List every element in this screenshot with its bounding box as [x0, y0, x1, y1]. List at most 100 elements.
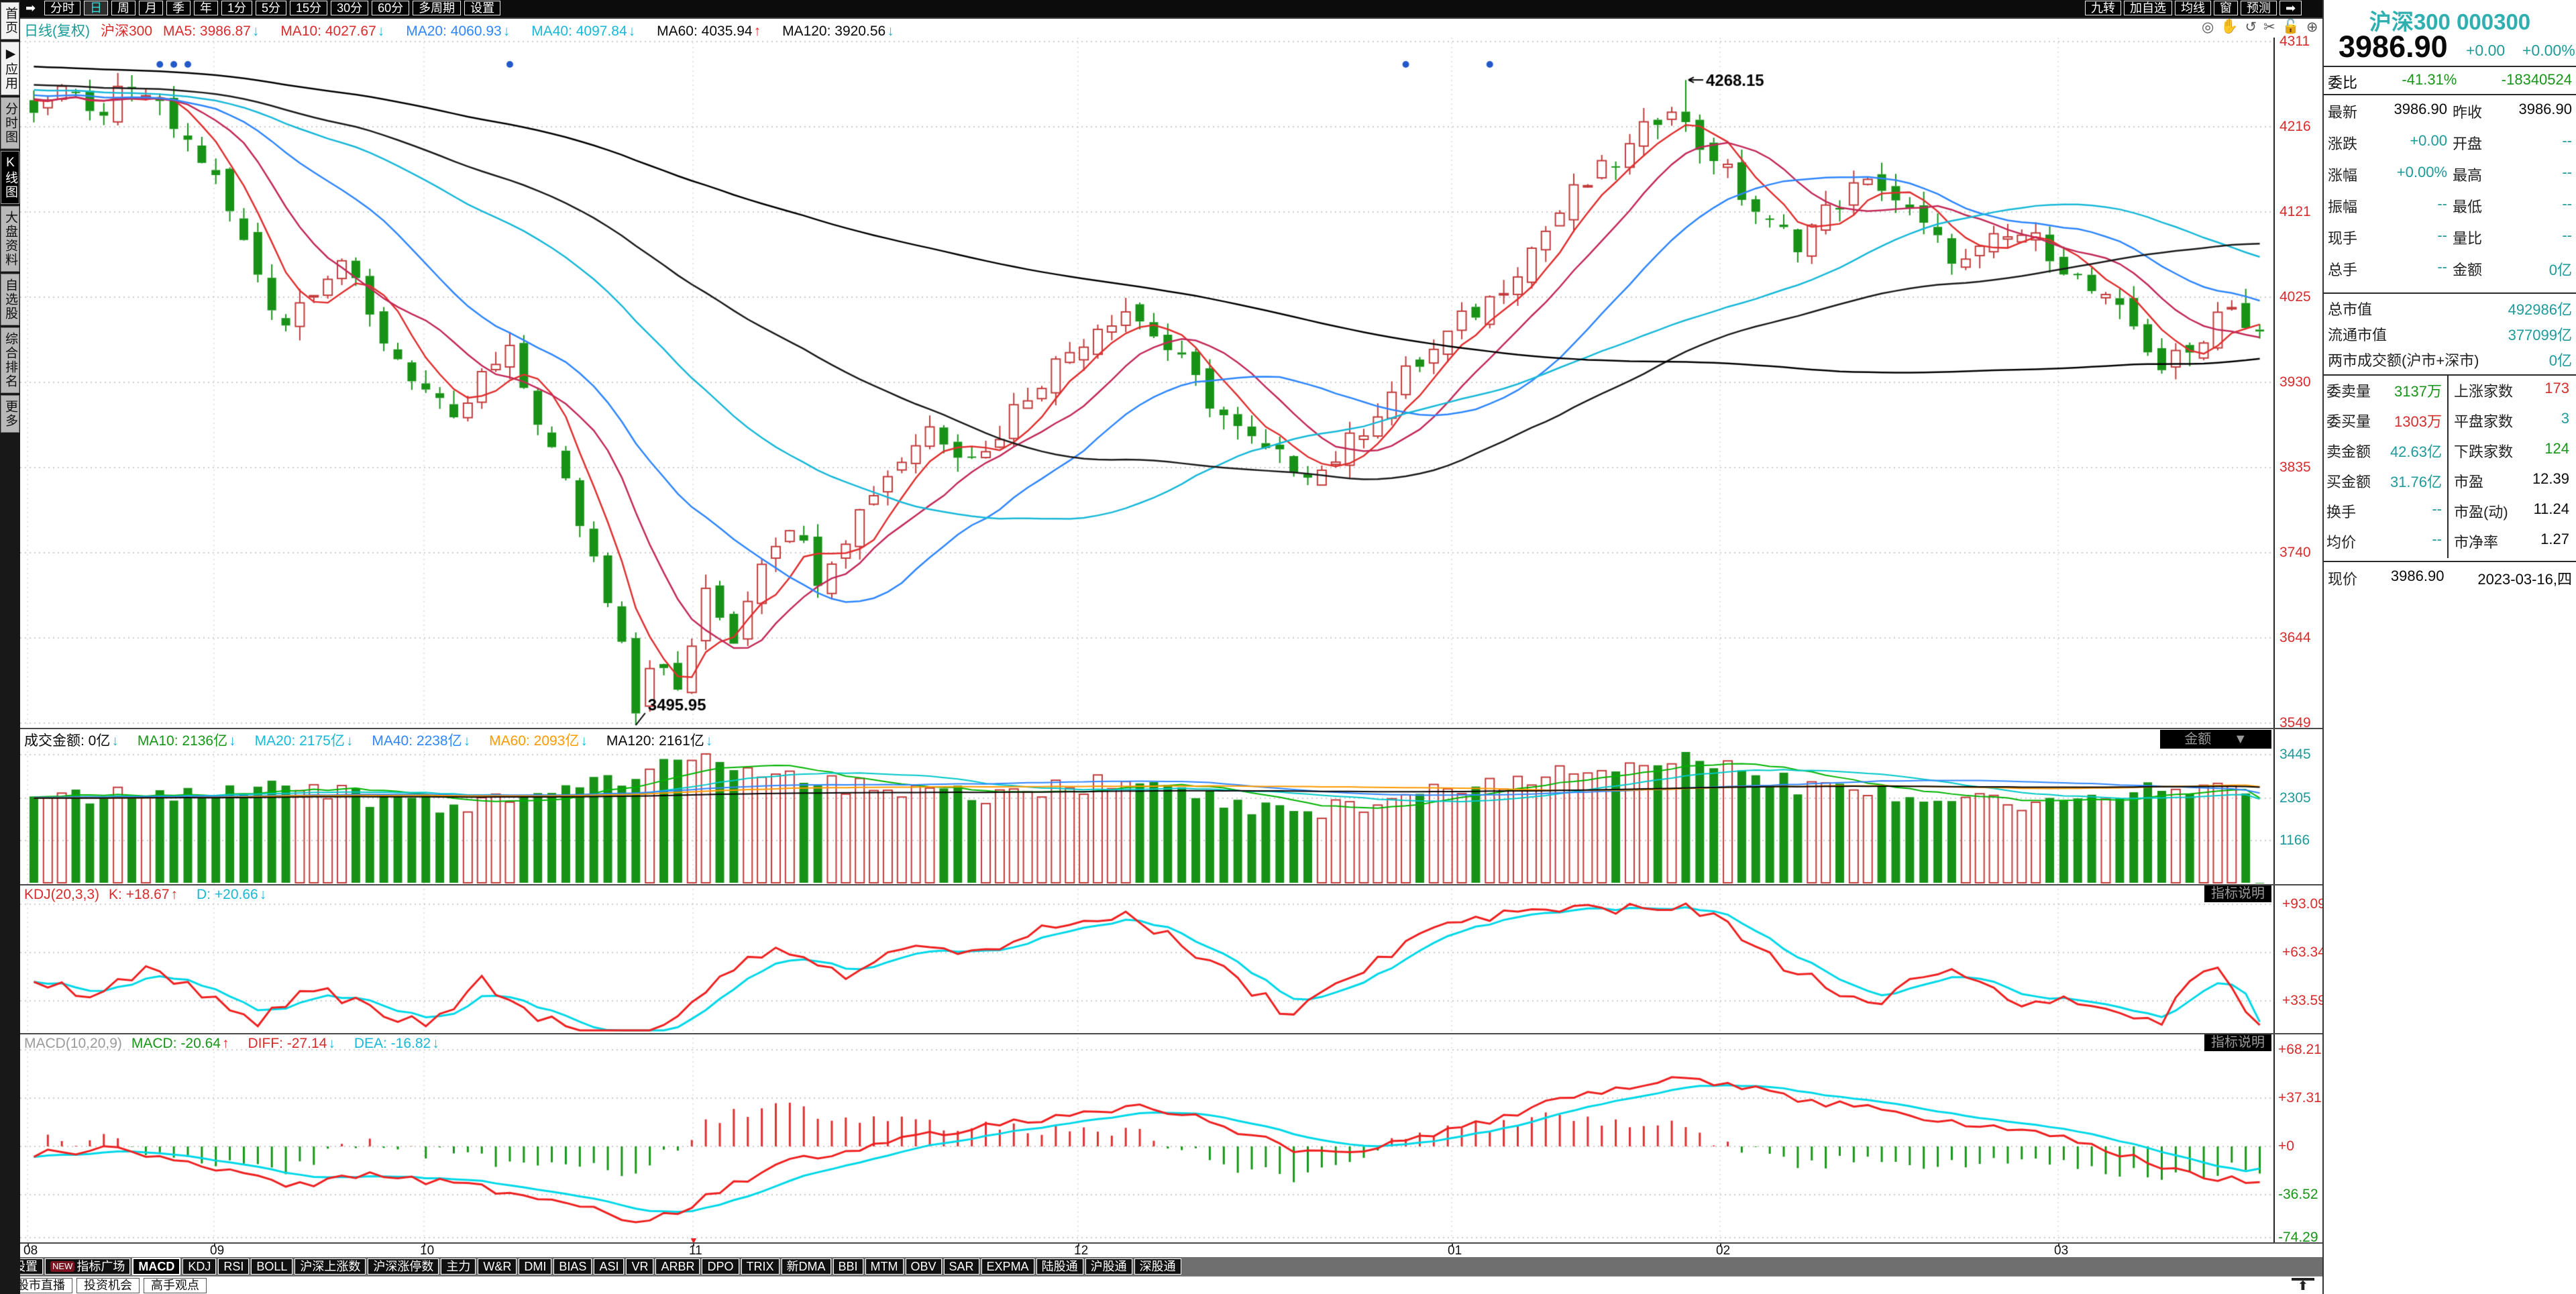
tool-加自选[interactable]: 加自选 — [2124, 1, 2172, 15]
weibi-field: -18340524 — [2501, 71, 2572, 88]
indicator-tab-BIAS[interactable]: BIAS — [553, 1258, 592, 1275]
indicator-tab-ARBR[interactable]: ARBR — [655, 1258, 700, 1275]
indicator-tab-指标广场[interactable]: NEW 指标广场 — [45, 1258, 131, 1275]
period-30分[interactable]: 30分 — [331, 1, 369, 15]
sidebar-item-分时图[interactable]: 分时图 — [1, 97, 19, 149]
indicator-tab-SAR[interactable]: SAR — [943, 1258, 979, 1275]
indicator-tab-沪股通[interactable]: 沪股通 — [1085, 1258, 1132, 1275]
stat-row: 市盈 12.39 — [2454, 470, 2569, 492]
macd-help-button[interactable]: 指标说明 — [2204, 1034, 2271, 1051]
subtab-高手观点[interactable]: 高手观点 — [144, 1278, 207, 1293]
period-多周期[interactable]: 多周期 — [413, 1, 462, 15]
indicator-tab-TRIX[interactable]: TRIX — [741, 1258, 780, 1275]
macd-chart-canvas[interactable] — [20, 1033, 2274, 1242]
price-axis-tick: 3644 — [2279, 630, 2311, 645]
trend-arrow-icon: ↓ — [328, 1036, 335, 1051]
indicator-tab-W&R[interactable]: W&R — [478, 1258, 517, 1275]
kdj-help-button[interactable]: 指标说明 — [2204, 885, 2271, 902]
tool-预测[interactable]: 预测 — [2241, 1, 2277, 15]
current-price-field: 3986.90 — [2390, 568, 2445, 584]
hand-icon[interactable]: ✋ — [2220, 19, 2239, 34]
indicator-tab-沪深涨停数[interactable]: 沪深涨停数 — [368, 1258, 439, 1275]
price-header-segment: MA60: 4035.94↑ — [657, 23, 761, 39]
toolbar-collapse-icon[interactable]: ➡ — [25, 1, 36, 15]
indicator-tab-label: 深股通 — [1139, 1260, 1176, 1273]
indicator-tab-ASI[interactable]: ASI — [594, 1258, 625, 1275]
indicator-tab-MTM[interactable]: MTM — [865, 1258, 904, 1275]
date-tick-mark — [2058, 1242, 2059, 1246]
stat-value: 31.76亿 — [2390, 474, 2442, 490]
period-日[interactable]: 日 — [84, 1, 108, 15]
period-分时[interactable]: 分时 — [44, 1, 80, 15]
sidebar-item-更多[interactable]: 更多 — [1, 395, 19, 433]
indicator-tab-MACD[interactable]: MACD — [132, 1258, 181, 1275]
indicator-tab-label: W&R — [483, 1260, 512, 1273]
indicator-tab-BOLL[interactable]: BOLL — [251, 1258, 293, 1275]
sidebar-item-综合排名[interactable]: 综合排名 — [1, 327, 19, 393]
period-年[interactable]: 年 — [194, 1, 218, 15]
weibi-field: -41.31% — [2402, 71, 2457, 88]
period-buttons: 分时日周月季年 1分 5分 15分 30分 60分 多周期 设置 — [44, 1, 501, 15]
lock-icon[interactable]: 🔓 — [2282, 19, 2300, 34]
zoom-in-icon[interactable]: ⊕ — [2306, 19, 2318, 35]
indicator-tab-沪深上涨数[interactable]: 沪深上涨数 — [294, 1258, 366, 1275]
tool-➡[interactable]: ➡ — [2279, 1, 2302, 15]
indicator-tab-KDJ[interactable]: KDJ — [182, 1258, 217, 1275]
period-设置[interactable]: 设置 — [464, 1, 501, 15]
date-label: 01 — [1448, 1244, 1462, 1258]
period-15分[interactable]: 15分 — [290, 1, 328, 15]
sidebar-item-首页[interactable]: 首页 — [1, 2, 19, 40]
kdj-header-segment: D: +20.66↓ — [197, 887, 267, 902]
indicator-tab-OBV[interactable]: OBV — [905, 1258, 942, 1275]
indicator-tab-VR[interactable]: VR — [626, 1258, 654, 1275]
price-header-segment: MA20: 4060.93↓ — [406, 23, 511, 39]
period-季[interactable]: 季 — [166, 1, 191, 15]
indicator-tab-BBI[interactable]: BBI — [833, 1258, 863, 1275]
date-tick-mark — [693, 1242, 694, 1246]
quote-cell: 涨幅 +0.00% — [2328, 164, 2447, 185]
date-label: 02 — [1716, 1244, 1731, 1258]
indicator-tab-深股通[interactable]: 深股通 — [1134, 1258, 1181, 1275]
tool-窗[interactable]: 窗 — [2214, 1, 2238, 15]
sidebar-item-K线图[interactable]: K线图 — [1, 151, 19, 204]
quote-row: 涨幅 +0.00% 最高 -- — [2328, 164, 2572, 185]
view-icon[interactable]: ◎ — [2202, 19, 2214, 35]
indicator-tab-DMI[interactable]: DMI — [519, 1258, 552, 1275]
indicator-tab-DPO[interactable]: DPO — [702, 1258, 739, 1275]
date-axis: 08 09 10 11 12 01 02 03 ▼ — [20, 1235, 2274, 1258]
subtab-股市直播[interactable]: 股市直播 — [9, 1278, 72, 1293]
sidebar-item-▶应用[interactable]: ▶应用 — [1, 42, 19, 95]
quote-label: 最高 — [2453, 167, 2483, 184]
period-1分[interactable]: 1分 — [221, 1, 253, 15]
price-header-segment: MA10: 4027.67↓ — [280, 23, 385, 39]
indicator-tab-RSI[interactable]: RSI — [218, 1258, 250, 1275]
undo-icon[interactable]: ↺ — [2245, 19, 2257, 35]
divider — [2324, 292, 2576, 294]
cap-row: 两市成交额(沪市+深市) 0亿 — [2328, 349, 2572, 370]
sidebar-item-自选股[interactable]: 自选股 — [1, 274, 19, 325]
tool-九转[interactable]: 九转 — [2085, 1, 2121, 15]
subtab-投资机会[interactable]: 投资机会 — [76, 1278, 140, 1293]
period-5分[interactable]: 5分 — [256, 1, 287, 15]
indicator-tab-主力[interactable]: 主力 — [441, 1258, 476, 1275]
period-60分[interactable]: 60分 — [372, 1, 410, 15]
plot-right-border — [2273, 38, 2275, 1242]
cut-icon[interactable]: ✂ — [2263, 19, 2275, 35]
indicator-tab-陆股通[interactable]: 陆股通 — [1036, 1258, 1083, 1275]
volume-mode-dropdown[interactable]: 金额 ▼ — [2160, 730, 2271, 749]
stat-label: 委卖量 — [2326, 383, 2371, 400]
indicator-tab-EXPMA[interactable]: EXPMA — [981, 1258, 1034, 1275]
quote-label: 现手 — [2328, 230, 2358, 247]
trend-arrow-icon: ↓ — [887, 23, 894, 39]
kdj-chart-canvas[interactable] — [20, 884, 2274, 1033]
tool-均线[interactable]: 均线 — [2175, 1, 2211, 15]
sidebar-item-大盘资料[interactable]: 大盘资料 — [1, 206, 19, 272]
period-月[interactable]: 月 — [139, 1, 163, 15]
collapse-panel-button[interactable]: ⬆ — [2292, 1278, 2314, 1294]
indicator-tab-新DMA[interactable]: 新DMA — [781, 1258, 831, 1275]
quote-value: -- — [2437, 258, 2447, 275]
price-chart-canvas[interactable] — [20, 38, 2274, 728]
volume-chart-canvas[interactable] — [20, 728, 2274, 884]
quote-cell: 昨收 3986.90 — [2453, 101, 2572, 122]
period-周[interactable]: 周 — [111, 1, 136, 15]
